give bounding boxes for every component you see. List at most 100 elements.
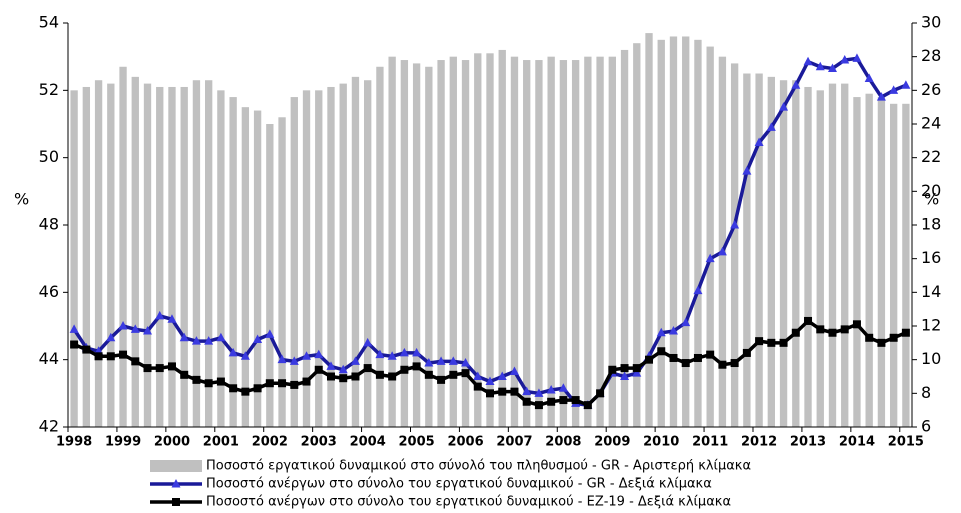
- point: [461, 358, 471, 367]
- point: [620, 364, 629, 373]
- y2-tick-label: 20: [921, 181, 941, 200]
- point: [106, 352, 115, 361]
- point: [632, 368, 642, 377]
- point: [522, 386, 532, 396]
- bar: [694, 39, 702, 427]
- y2-tick-label: 12: [921, 316, 941, 335]
- point: [155, 310, 165, 320]
- point: [106, 332, 116, 342]
- point: [436, 356, 446, 365]
- bar: [889, 103, 898, 428]
- x-tick-label: 2008: [545, 435, 581, 450]
- point: [338, 364, 348, 374]
- bar: [302, 90, 311, 427]
- bar: [743, 73, 751, 427]
- bar: [156, 86, 164, 427]
- bar: [584, 56, 592, 428]
- point: [375, 370, 384, 379]
- bar: [902, 103, 910, 428]
- point: [596, 389, 605, 398]
- point: [755, 337, 764, 346]
- bar: [425, 66, 433, 428]
- point: [840, 325, 849, 334]
- y2-tick-label: 18: [921, 215, 941, 234]
- point: [510, 387, 519, 396]
- y2-tick-label: 6: [921, 417, 931, 436]
- point: [681, 317, 691, 327]
- bar: [547, 56, 555, 428]
- point: [852, 320, 861, 329]
- point: [363, 364, 372, 373]
- point: [131, 357, 140, 366]
- point: [693, 285, 703, 295]
- point: [167, 314, 177, 323]
- y2-tick-label: 14: [921, 282, 941, 301]
- point: [326, 361, 336, 370]
- bar: [70, 90, 78, 427]
- x-tick-label: 2015: [888, 435, 924, 450]
- point: [730, 359, 739, 368]
- x-tick-label: 2002: [252, 435, 288, 450]
- bar: [767, 76, 776, 427]
- point: [180, 370, 189, 379]
- y-tick-label: 46: [39, 282, 59, 301]
- point: [94, 352, 103, 361]
- bar: [706, 46, 714, 428]
- point: [791, 328, 800, 337]
- point: [705, 253, 715, 263]
- point: [82, 345, 91, 354]
- x-tick-label: 2011: [692, 435, 728, 450]
- bar: [816, 90, 824, 427]
- bar: [804, 86, 812, 427]
- point: [656, 327, 666, 337]
- y-tick-label: 44: [39, 349, 59, 368]
- point: [216, 377, 225, 386]
- bar: [327, 86, 335, 427]
- point: [277, 354, 287, 364]
- point: [534, 401, 543, 410]
- point: [693, 353, 702, 362]
- bar: [682, 36, 690, 427]
- bar: [571, 60, 580, 428]
- x-tick-label: 2009: [594, 435, 630, 450]
- bar: [535, 60, 543, 428]
- bar: [229, 97, 237, 428]
- point: [143, 364, 152, 373]
- point: [412, 362, 421, 371]
- bar: [828, 83, 837, 427]
- bar: [94, 80, 103, 427]
- point: [253, 334, 263, 343]
- point: [167, 362, 176, 371]
- bar: [364, 80, 372, 427]
- point: [228, 347, 238, 357]
- point: [767, 338, 776, 347]
- y2-axis-label: %: [924, 190, 939, 209]
- x-tick-label: 2004: [350, 435, 386, 450]
- point: [437, 375, 446, 384]
- point: [669, 353, 678, 362]
- point: [681, 359, 690, 368]
- bar: [865, 93, 873, 427]
- point: [803, 56, 813, 66]
- legend-label: Ποσοστό εργατικού δυναμικού στο σύνολό τ…: [206, 459, 751, 474]
- bar: [82, 86, 91, 427]
- x-tick-label: 2006: [447, 435, 483, 450]
- point: [339, 374, 348, 383]
- point: [779, 102, 789, 111]
- point: [216, 332, 226, 342]
- point: [363, 337, 373, 347]
- point: [314, 349, 324, 359]
- point: [155, 364, 164, 373]
- bar: [180, 86, 188, 427]
- point: [901, 80, 911, 89]
- point: [779, 338, 788, 347]
- legend-label: Ποσοστό ανέργων στο σύνολο του εργατικού…: [206, 477, 712, 492]
- bar: [412, 63, 421, 428]
- bar: [290, 97, 298, 428]
- bar: [596, 56, 604, 428]
- y2-tick-label: 28: [921, 46, 941, 65]
- point: [877, 338, 886, 347]
- x-tick-label: 1999: [105, 435, 141, 450]
- x-tick-label: 2003: [301, 435, 337, 450]
